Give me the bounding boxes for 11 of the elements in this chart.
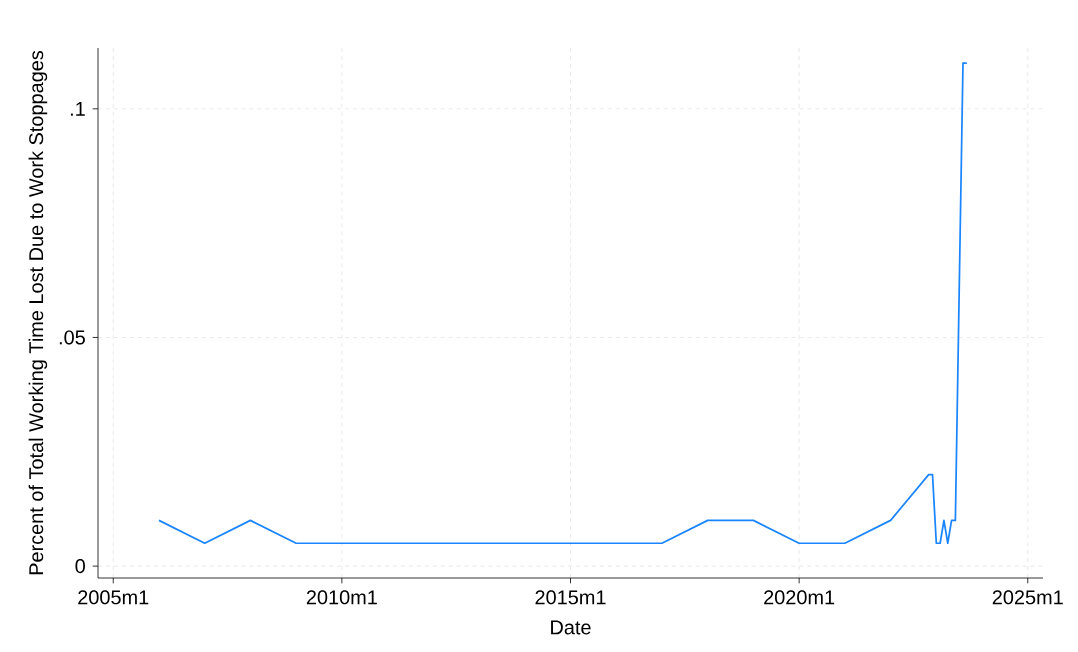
y-tick-label: 0 [75,559,85,574]
x-tick-label: 2015m1 [535,590,606,605]
x-tick-label: 2020m1 [764,590,835,605]
y-axis-title: Percent of Total Working Time Lost Due to Work Stoppages [28,50,48,575]
x-tick-label: 2025m1 [992,590,1063,605]
line-series [158,62,968,545]
y-tick-label: .1 [70,101,85,116]
x-tick-label: 2005m1 [78,590,149,605]
x-axis-title: Date [551,620,591,635]
y-tick-label: .05 [59,330,85,345]
x-tick-label: 2010m1 [306,590,377,605]
